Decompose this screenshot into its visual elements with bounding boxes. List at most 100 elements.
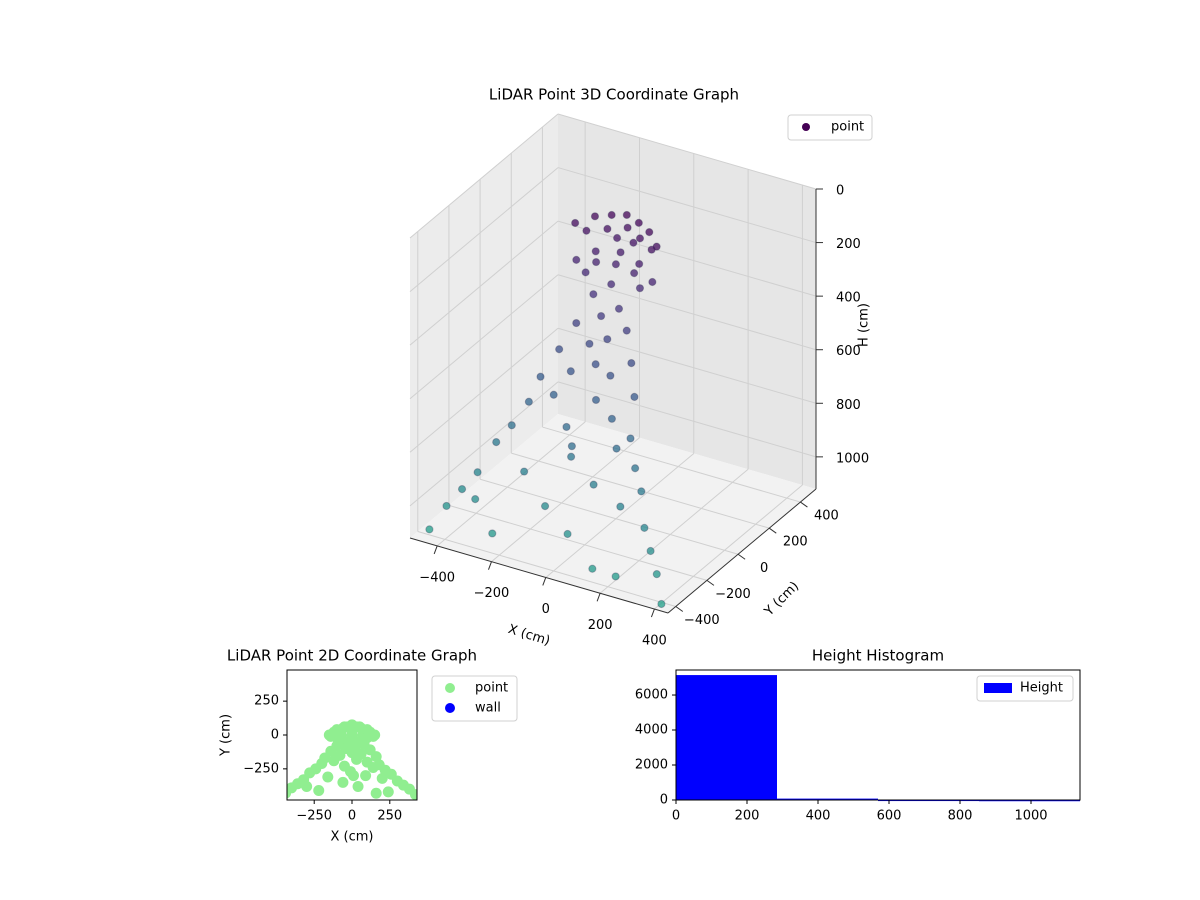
y-tick-label: −200 [715,587,751,602]
x-tick [488,561,492,570]
y-tick-label: 0 [271,728,279,743]
point [457,484,467,494]
point [287,787,291,799]
point [631,464,640,473]
point [629,238,638,247]
point [607,414,616,423]
point [585,339,594,348]
point [549,390,558,399]
point [630,392,639,401]
point [376,772,388,784]
point [616,248,625,257]
point [571,218,580,228]
point [591,247,600,256]
point [471,495,480,504]
point [646,546,655,556]
point [589,480,598,489]
x-tick [433,545,438,555]
point [611,260,620,269]
pane-floor [410,414,816,613]
point [611,572,620,581]
grid-line [557,167,817,244]
grid-line [491,437,640,563]
plot-area [287,719,417,800]
axes-frame [675,669,1081,801]
y-tick-label: −400 [684,613,720,628]
point [614,304,624,313]
grid-line [436,421,586,547]
point [581,268,590,277]
x-tick-label: 1000 [1014,809,1047,824]
grid-line [409,113,559,239]
y-tick-label: 200 [783,535,808,550]
point [313,785,325,797]
point [606,371,615,380]
point [635,284,645,293]
x-tick-label: 0 [672,809,680,824]
y-tick-label: 0 [760,561,768,576]
y-tick-label: 4000 [635,723,668,738]
grid-line [409,220,559,346]
point [622,210,631,220]
point [622,326,631,335]
grid-line [654,484,803,610]
legend-patch [984,683,1012,693]
x-tick-label: 0 [348,809,356,824]
point [612,233,622,243]
point [409,789,417,800]
point [591,360,600,369]
point [652,570,661,579]
point [567,452,576,461]
point [425,525,434,534]
point [647,245,656,254]
y-tick-label: 6000 [635,688,668,703]
legend-label: wall [475,701,501,716]
y-tick [800,501,808,508]
point [607,210,616,220]
x-tick-label: −250 [296,809,332,824]
point [351,753,363,765]
point [589,290,598,299]
point [563,529,572,539]
y-tick [768,527,777,534]
grid-line [409,327,559,453]
point [603,335,612,344]
point [301,780,313,792]
y-tick-label: 0 [660,793,668,808]
point [572,318,581,328]
point [473,468,482,477]
point [442,501,451,511]
point [562,422,571,432]
point [352,780,364,792]
point [591,395,601,405]
point [590,212,600,221]
y-tick [675,606,684,612]
point [582,226,591,235]
grid-line [542,426,801,503]
x-tick-label: 400 [642,634,667,649]
y-tick-label: 250 [254,694,279,709]
y-tick [737,553,746,560]
y-axis-label: Y (cm) [761,579,802,620]
grid-line [557,381,817,458]
point [616,502,625,511]
point [382,786,394,798]
x-tick-label: 200 [588,618,613,633]
point [341,721,353,733]
x-tick-label: 400 [806,809,831,824]
x-tick-label: −200 [474,586,510,601]
point [603,224,612,234]
z-axis-label: H (cm) [857,303,872,347]
point [540,502,550,511]
x-tick-label: 0 [542,602,550,617]
grid-line [409,274,559,400]
grid-line [448,504,708,581]
point [370,787,382,799]
z-tick-label: 200 [836,237,861,252]
x-tick-label: 800 [948,809,973,824]
point [635,259,644,269]
point [623,223,632,232]
point [367,762,379,773]
point [635,234,645,243]
